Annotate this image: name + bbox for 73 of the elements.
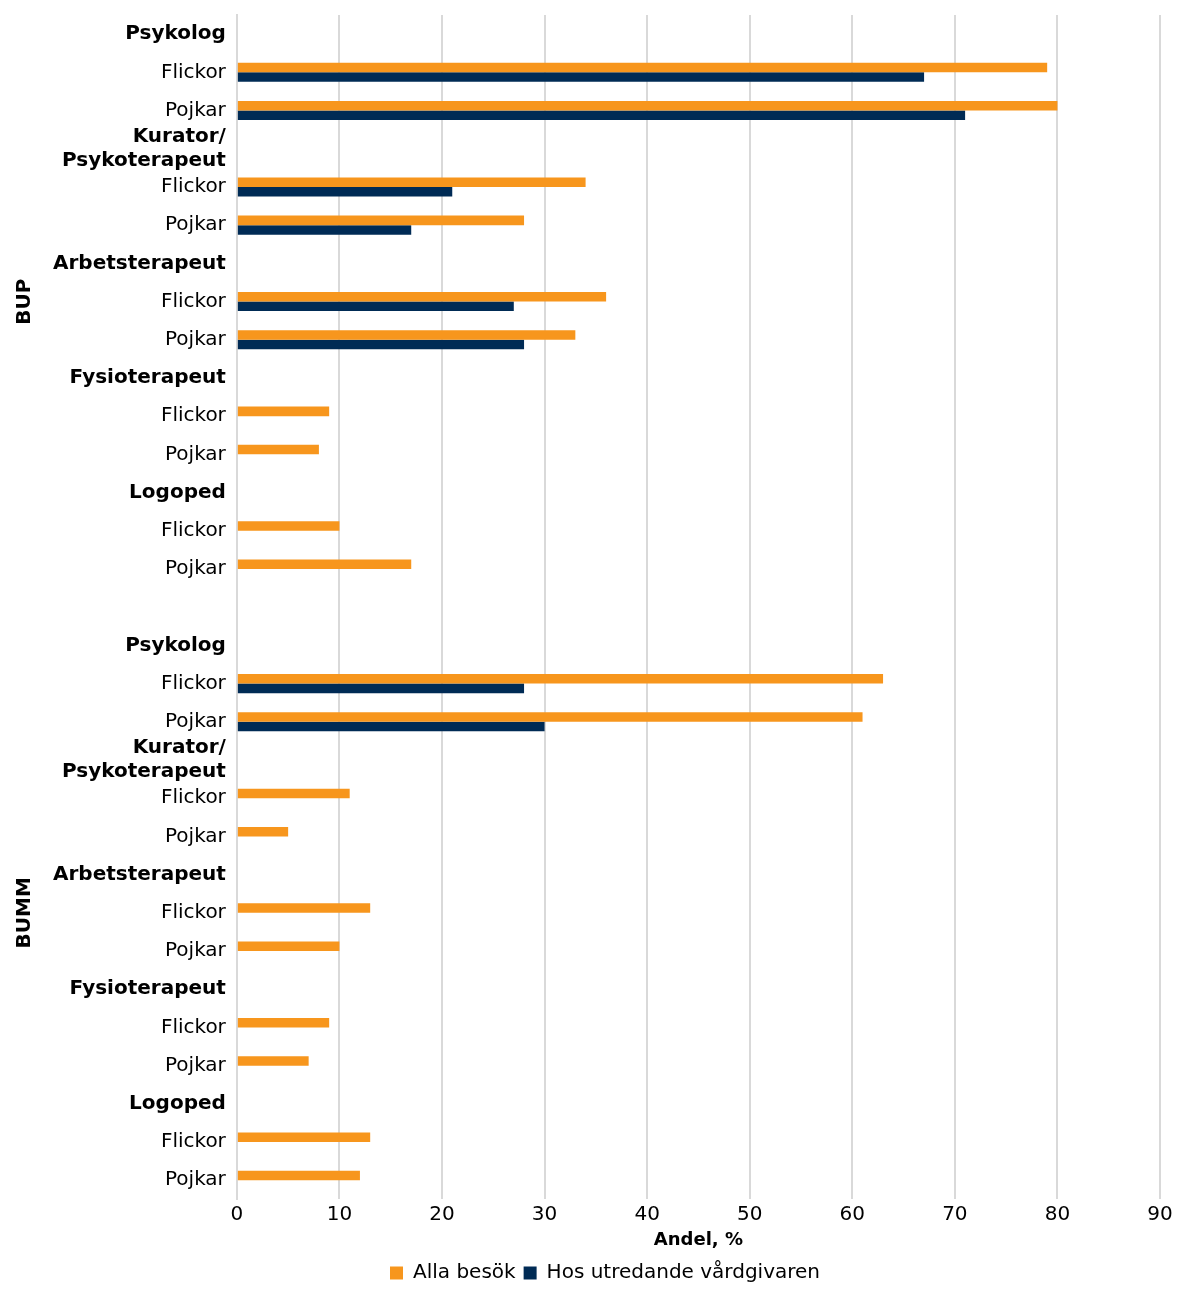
y-tick-label: Flickor (160, 287, 227, 312)
y-tick-label: Flickor (160, 402, 227, 427)
bar (237, 788, 350, 799)
bar (237, 301, 514, 312)
y-tick-label: Pojkar (164, 325, 227, 350)
bar (237, 330, 576, 340)
legend-label: Hos utredande vårdgivaren (546, 1259, 821, 1284)
text: BUP (11, 278, 36, 325)
y-tick-label: Flickor (160, 1013, 227, 1038)
bar (237, 62, 1048, 73)
bar (237, 444, 319, 455)
bar (237, 100, 1058, 111)
x-tick-label: 50 (736, 1200, 763, 1225)
y-tick-label: Pojkar (164, 440, 227, 465)
y-tick-label: Kurator/ Psykoterapeut (61, 122, 227, 171)
bar (237, 521, 340, 531)
x-tick-label: 70 (942, 1200, 968, 1225)
bar (237, 215, 525, 226)
text: BUMM (11, 877, 36, 949)
x-tick-label: 0 (230, 1200, 244, 1225)
y-tick-label: Flickor (160, 899, 227, 924)
y-tick-label: Arbetsterapeut (52, 249, 227, 274)
y-tick-label: Psykolog (125, 20, 226, 45)
x-tick-label: 60 (839, 1200, 866, 1225)
x-tick-label: 20 (429, 1200, 455, 1225)
bar (237, 225, 412, 235)
bar (237, 339, 525, 350)
bar (237, 941, 340, 952)
y-tick-label: Pojkar (164, 1166, 227, 1191)
bar (237, 72, 925, 82)
x-tick-label: 90 (1147, 1200, 1173, 1225)
bar (237, 721, 545, 732)
bar (237, 110, 966, 121)
bar (237, 826, 289, 837)
x-axis-title: Andel, % (653, 1227, 743, 1249)
y-tick-label: Flickor (160, 173, 227, 198)
bar (237, 712, 863, 722)
y-tick-label: Pojkar (164, 1051, 227, 1076)
bar (237, 1132, 371, 1143)
bar (237, 683, 525, 694)
bar (237, 292, 607, 302)
x-tick-label: 80 (1044, 1200, 1071, 1225)
y-tick-label: Flickor (160, 58, 227, 83)
bar (237, 186, 453, 197)
y-tick-label: Flickor (160, 784, 227, 809)
y-tick-label: Pojkar (164, 708, 227, 733)
bar (237, 674, 884, 684)
y-tick-label: Logoped (129, 1090, 226, 1115)
bar (237, 1017, 330, 1028)
y-tick-label: Flickor (160, 516, 227, 541)
y-tick-label: Pojkar (164, 96, 227, 121)
x-tick-label: 10 (326, 1200, 353, 1225)
x-tick-label: 30 (531, 1200, 558, 1225)
y-tick-label: Pojkar (164, 555, 227, 580)
y-tick-label: Flickor (160, 1128, 227, 1153)
bar (237, 1056, 309, 1066)
y-tick-label: Fysioterapeut (69, 975, 227, 1000)
bar (237, 1170, 360, 1181)
legend-label: Alla besök (412, 1259, 517, 1284)
bar (237, 406, 330, 417)
y-tick-label: Flickor (160, 669, 227, 694)
y-tick-label: Arbetsterapeut (52, 860, 227, 885)
y-tick-label: Fysioterapeut (69, 364, 227, 389)
y-tick-label: Kurator/ Psykoterapeut (61, 734, 227, 783)
bar (237, 559, 412, 569)
y-tick-label: Pojkar (164, 822, 227, 847)
x-tick-label: 40 (634, 1200, 660, 1225)
bar (237, 177, 586, 187)
y-tick-label: Pojkar (164, 937, 227, 962)
y-tick-label: Psykolog (125, 631, 226, 656)
bar (237, 903, 371, 913)
y-tick-label: Pojkar (164, 211, 227, 236)
y-tick-label: Logoped (129, 478, 226, 503)
